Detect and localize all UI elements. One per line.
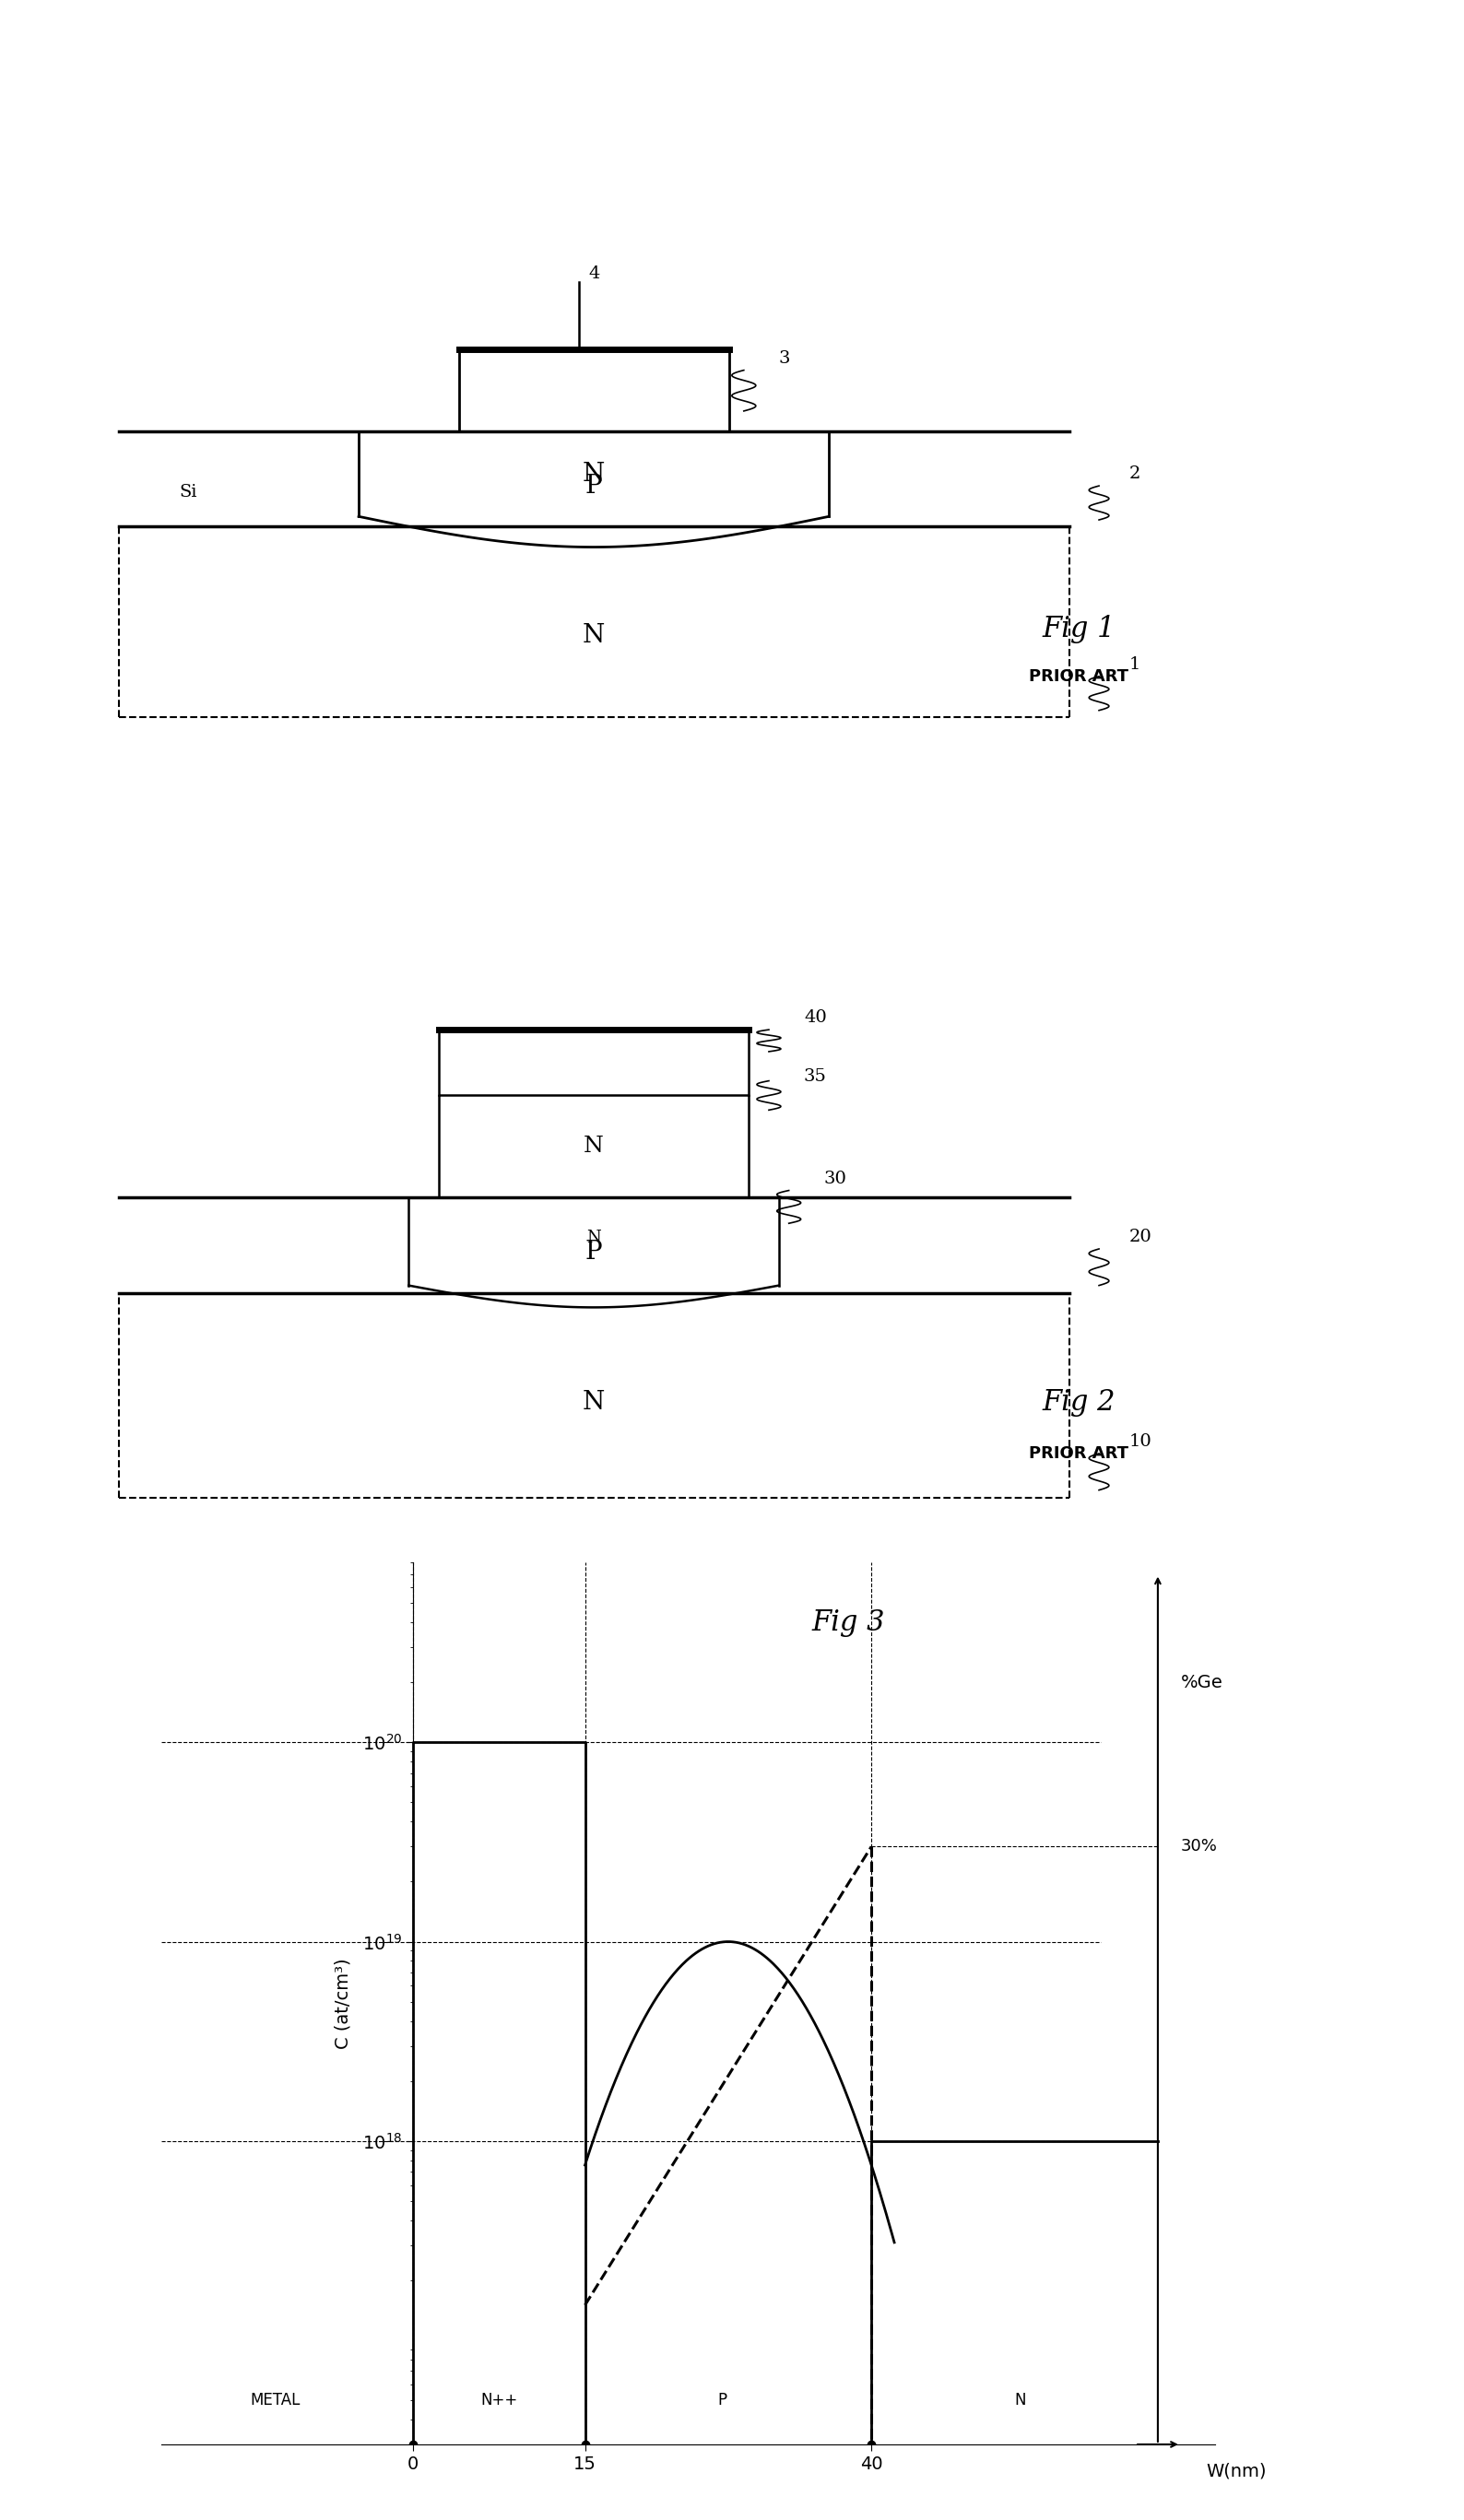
Text: 2: 2 — [1129, 466, 1140, 481]
Text: PRIOR ART: PRIOR ART — [1029, 1446, 1129, 1462]
Text: 3: 3 — [779, 350, 791, 368]
Text: Fig 1: Fig 1 — [1042, 615, 1116, 643]
Text: N++: N++ — [480, 2391, 518, 2409]
Text: 1: 1 — [1129, 655, 1140, 673]
Text: 35: 35 — [804, 1068, 827, 1084]
Text: PRIOR ART: PRIOR ART — [1029, 668, 1129, 685]
Text: METAL: METAL — [250, 2391, 300, 2409]
Text: 4: 4 — [589, 265, 600, 282]
Text: Si: Si — [180, 484, 198, 501]
Text: P: P — [586, 1240, 602, 1265]
Text: P: P — [586, 474, 602, 499]
Text: P: P — [717, 2391, 728, 2409]
Text: 30%: 30% — [1181, 1837, 1218, 1855]
Text: N: N — [583, 461, 605, 486]
Text: 30: 30 — [824, 1169, 846, 1187]
Text: N: N — [583, 1391, 605, 1414]
Text: N: N — [587, 1230, 602, 1247]
Text: Fig 2: Fig 2 — [1042, 1389, 1116, 1416]
Text: Fig 3: Fig 3 — [813, 1608, 886, 1635]
Text: %Ge: %Ge — [1181, 1673, 1222, 1691]
Text: N: N — [1015, 2391, 1026, 2409]
Text: 10: 10 — [1129, 1434, 1152, 1449]
Text: 40: 40 — [804, 1011, 827, 1026]
X-axis label: W(nm): W(nm) — [1206, 2462, 1266, 2480]
Y-axis label: C (at/cm³): C (at/cm³) — [334, 1958, 351, 2049]
Text: N: N — [583, 622, 605, 648]
Text: 20: 20 — [1129, 1230, 1152, 1245]
Text: N: N — [584, 1137, 603, 1157]
